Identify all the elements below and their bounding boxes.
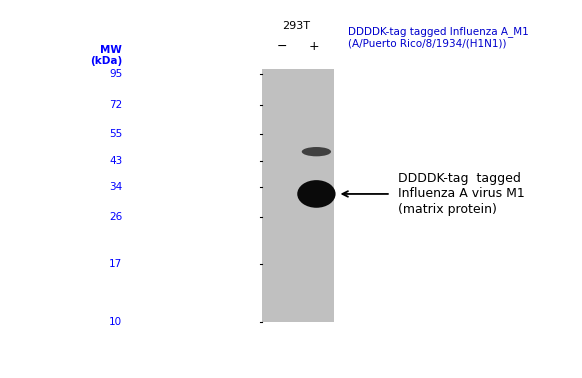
Text: 95: 95	[109, 69, 122, 79]
Text: −: −	[277, 40, 288, 53]
Text: 10: 10	[109, 317, 122, 327]
Text: (matrix protein): (matrix protein)	[398, 203, 496, 215]
Text: 293T: 293T	[282, 21, 310, 31]
Text: 43: 43	[109, 156, 122, 166]
Text: 17: 17	[109, 259, 122, 268]
Bar	[262, 69, 334, 322]
Text: 26: 26	[109, 212, 122, 222]
Ellipse shape	[297, 180, 336, 208]
Text: +: +	[309, 40, 320, 53]
Text: Influenza A virus M1: Influenza A virus M1	[398, 187, 524, 200]
Text: 34: 34	[109, 182, 122, 192]
Text: 72: 72	[109, 100, 122, 110]
Text: MW: MW	[101, 45, 122, 55]
Ellipse shape	[301, 147, 331, 156]
Text: (A/Puerto Rico/8/1934/(H1N1)): (A/Puerto Rico/8/1934/(H1N1))	[348, 38, 506, 48]
Text: 55: 55	[109, 129, 122, 139]
Text: (kDa): (kDa)	[90, 56, 122, 67]
Text: DDDDK-tag tagged Influenza A_M1: DDDDK-tag tagged Influenza A_M1	[348, 26, 528, 37]
Text: DDDDK-tag  tagged: DDDDK-tag tagged	[398, 172, 520, 185]
